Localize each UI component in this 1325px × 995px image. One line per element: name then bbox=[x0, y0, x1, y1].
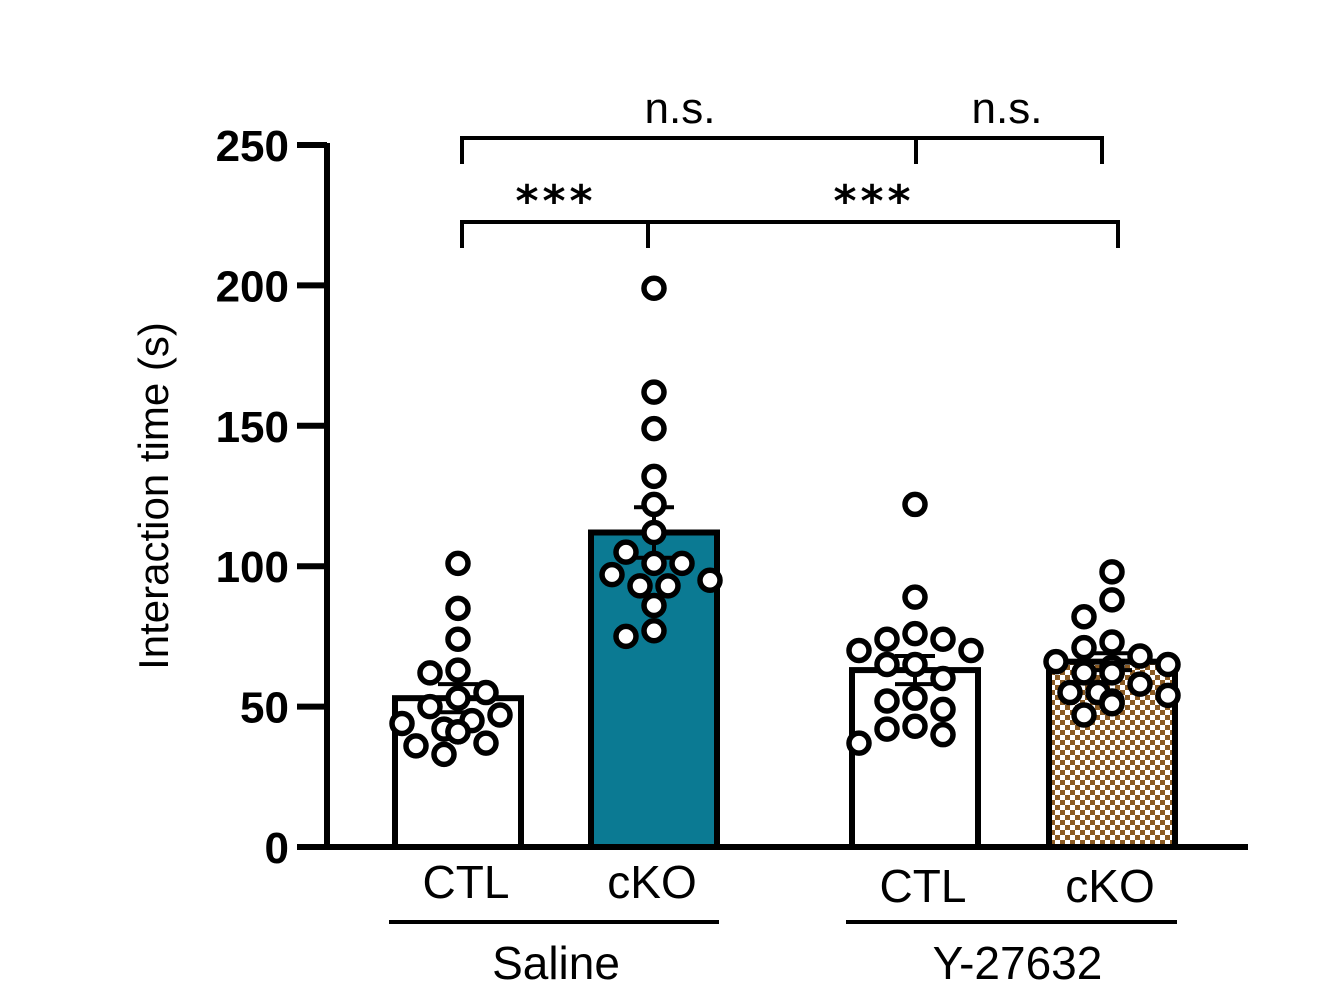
data-point-1-6 bbox=[613, 539, 639, 565]
data-point-0-14 bbox=[473, 730, 499, 756]
data-point-1-9 bbox=[599, 561, 625, 588]
data-point-0-3 bbox=[445, 657, 471, 683]
data-point-0-0 bbox=[445, 550, 471, 577]
data-point-2-1 bbox=[902, 584, 928, 610]
significance-label-3: *** bbox=[833, 176, 914, 227]
data-point-2-7 bbox=[902, 651, 928, 678]
data-point-3-11 bbox=[1127, 671, 1153, 697]
data-point-0-8 bbox=[487, 702, 513, 728]
y-tick-label-0: 0 bbox=[265, 824, 289, 873]
significance-label-1: n.s. bbox=[972, 84, 1043, 133]
data-point-3-3 bbox=[1099, 629, 1125, 655]
data-point-3-9 bbox=[1071, 660, 1097, 686]
data-point-0-7 bbox=[417, 693, 443, 720]
data-point-0-2 bbox=[445, 626, 471, 652]
data-point-2-4 bbox=[930, 626, 956, 652]
data-point-2-8 bbox=[874, 651, 900, 678]
data-point-0-4 bbox=[417, 660, 443, 686]
data-point-1-3 bbox=[641, 463, 667, 490]
data-point-2-16 bbox=[846, 730, 872, 756]
data-point-1-8 bbox=[669, 550, 695, 577]
y-tick-label-100: 100 bbox=[216, 543, 289, 592]
data-point-2-10 bbox=[902, 685, 928, 711]
data-point-1-5 bbox=[641, 519, 667, 546]
y-tick-label-250: 250 bbox=[216, 122, 289, 171]
data-point-2-0 bbox=[902, 491, 928, 518]
data-point-2-15 bbox=[930, 721, 956, 748]
data-point-3-6 bbox=[1043, 648, 1069, 675]
data-point-3-10 bbox=[1099, 660, 1125, 686]
data-point-3-4 bbox=[1071, 634, 1097, 661]
category-label-1: cKO bbox=[607, 856, 696, 908]
data-point-1-12 bbox=[655, 573, 681, 599]
data-point-3-0 bbox=[1099, 559, 1125, 585]
y-tick-label-50: 50 bbox=[240, 684, 289, 733]
data-point-1-10 bbox=[697, 567, 723, 593]
data-point-0-6 bbox=[445, 685, 471, 711]
data-point-3-16 bbox=[1099, 691, 1125, 717]
data-point-1-11 bbox=[627, 573, 653, 599]
significance-label-2: *** bbox=[515, 176, 596, 227]
data-point-3-5 bbox=[1127, 643, 1153, 669]
category-label-2: CTL bbox=[880, 860, 967, 912]
group-label-1: Y-27632 bbox=[933, 937, 1103, 989]
data-point-2-11 bbox=[874, 688, 900, 714]
data-point-1-2 bbox=[641, 415, 667, 442]
data-point-2-3 bbox=[874, 626, 900, 652]
data-point-3-17 bbox=[1071, 702, 1097, 728]
data-point-1-0 bbox=[641, 275, 667, 301]
data-point-1-15 bbox=[613, 623, 639, 650]
data-point-3-2 bbox=[1071, 603, 1097, 630]
y-tick-label-200: 200 bbox=[216, 262, 289, 311]
data-point-3-13 bbox=[1057, 679, 1083, 706]
data-point-2-5 bbox=[846, 637, 872, 664]
data-point-2-6 bbox=[958, 637, 984, 664]
data-point-3-14 bbox=[1155, 682, 1181, 709]
data-point-0-1 bbox=[445, 595, 471, 622]
data-point-2-14 bbox=[874, 716, 900, 742]
data-point-0-13 bbox=[445, 719, 471, 745]
y-axis-title: Interaction time (s) bbox=[130, 322, 177, 670]
data-point-1-4 bbox=[641, 491, 667, 518]
data-point-2-2 bbox=[902, 620, 928, 647]
data-point-2-13 bbox=[902, 713, 928, 740]
data-point-1-13 bbox=[641, 592, 667, 619]
data-point-1-7 bbox=[641, 550, 667, 577]
category-label-3: cKO bbox=[1065, 860, 1154, 912]
data-point-0-10 bbox=[389, 710, 415, 737]
data-point-0-15 bbox=[403, 733, 429, 759]
y-tick-label-150: 150 bbox=[216, 403, 289, 452]
data-point-0-16 bbox=[431, 741, 457, 768]
data-point-0-5 bbox=[473, 679, 499, 706]
data-point-1-1 bbox=[641, 379, 667, 405]
category-label-0: CTL bbox=[423, 856, 510, 908]
data-point-3-7 bbox=[1155, 651, 1181, 678]
significance-label-0: n.s. bbox=[645, 84, 716, 133]
data-point-2-12 bbox=[930, 696, 956, 723]
data-point-3-1 bbox=[1099, 587, 1125, 613]
data-point-2-9 bbox=[930, 665, 956, 692]
group-label-0: Saline bbox=[492, 937, 620, 989]
data-point-1-14 bbox=[641, 618, 667, 644]
